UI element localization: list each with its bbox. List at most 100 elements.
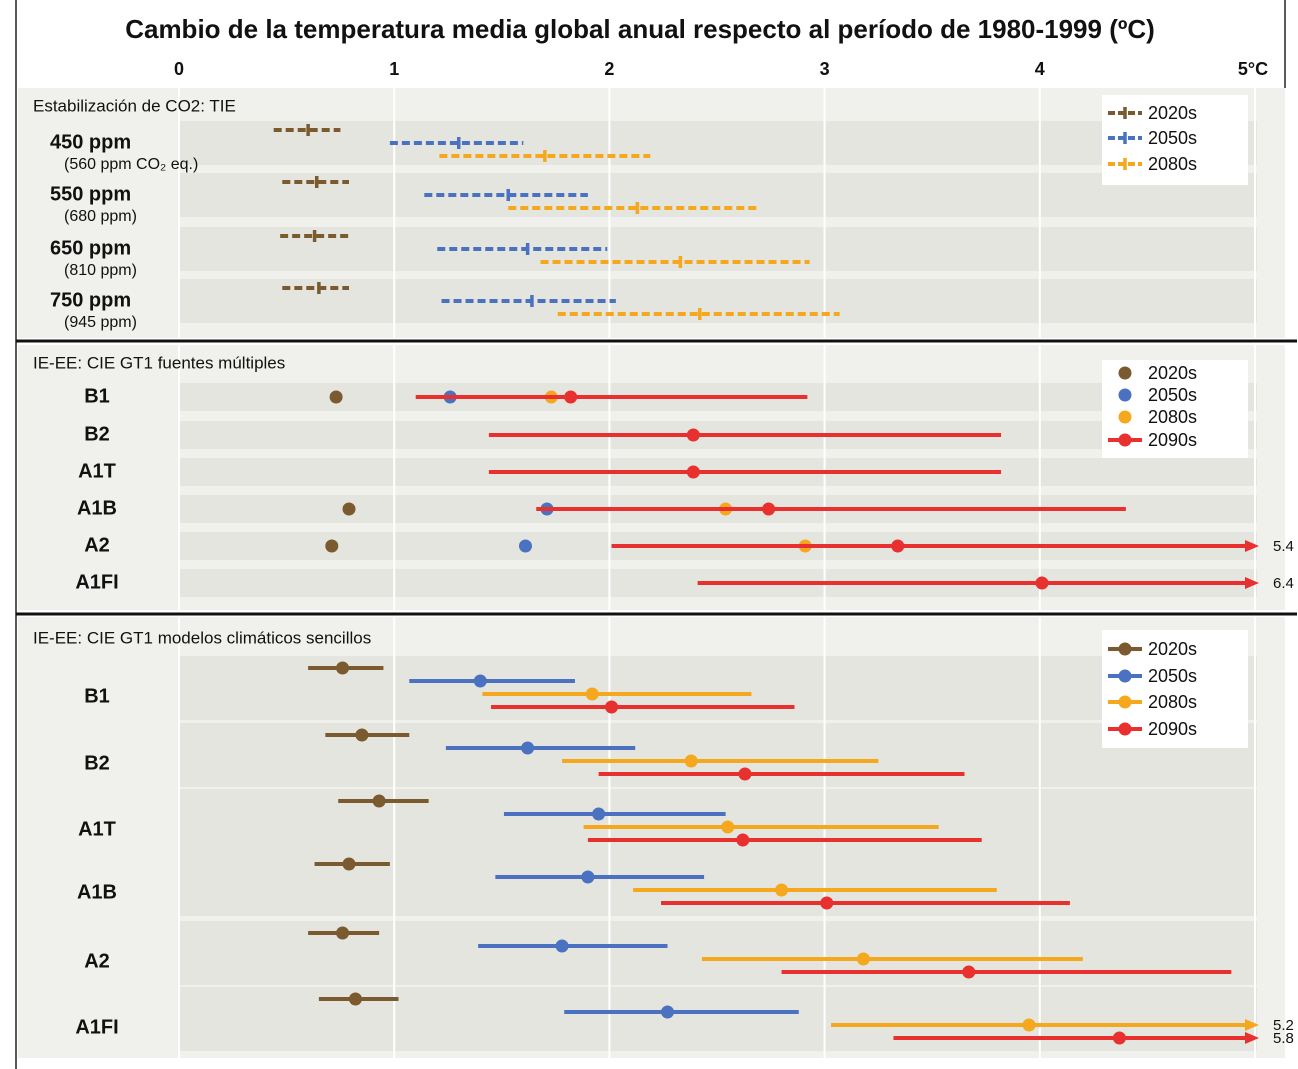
- overflow-label: 5.8: [1273, 1030, 1294, 1047]
- point: [891, 539, 905, 553]
- legend-label: 2020s: [1148, 103, 1197, 123]
- legend-dot: [1118, 669, 1132, 683]
- legend-label: 2080s: [1148, 154, 1197, 174]
- row-label: 650 ppm: [50, 237, 131, 259]
- point: [336, 926, 350, 940]
- row-label: A1FI: [75, 571, 118, 593]
- point: [473, 674, 487, 688]
- overflow-label: 5.4: [1273, 538, 1294, 555]
- row-band: [179, 852, 1257, 916]
- point: [348, 992, 362, 1006]
- row-band: [179, 227, 1257, 271]
- point: [686, 465, 700, 479]
- x-tick-label: 3: [820, 59, 830, 79]
- point: [372, 794, 386, 808]
- legend-label: 2020s: [1148, 639, 1197, 659]
- legend-label: 2090s: [1148, 430, 1197, 450]
- legend-label: 2050s: [1148, 666, 1197, 686]
- point: [962, 965, 976, 979]
- point: [581, 870, 595, 884]
- row-label: 750 ppm: [50, 289, 131, 311]
- legend-label: 2050s: [1148, 128, 1197, 148]
- arrow-head: [1245, 577, 1259, 589]
- overflow-label: 5.2: [1273, 1017, 1294, 1034]
- x-tick-label: 4: [1035, 59, 1045, 79]
- chart-title: Cambio de la temperatura media global an…: [125, 14, 1155, 44]
- point: [721, 820, 735, 834]
- point: [856, 952, 870, 966]
- row-label: B1: [84, 685, 110, 707]
- row-label: B2: [84, 752, 110, 774]
- point: [1112, 1031, 1126, 1045]
- point: [1022, 1018, 1036, 1032]
- point: [738, 767, 752, 781]
- row-band: [179, 121, 1257, 165]
- x-tick-label: 2: [604, 59, 614, 79]
- point: [820, 896, 834, 910]
- row-label: A1B: [77, 497, 117, 519]
- row-sublabel: (810 ppm): [64, 262, 137, 279]
- x-tick-label: 1: [389, 59, 399, 79]
- point: [329, 390, 343, 404]
- point: [355, 728, 369, 742]
- point: [684, 754, 698, 768]
- row-sublabel: (680 ppm): [64, 208, 137, 225]
- overflow-label: 6.4: [1273, 575, 1294, 592]
- row-band: [179, 987, 1257, 1051]
- row-label: A2: [84, 534, 110, 556]
- arrow-head: [1245, 1032, 1259, 1044]
- legend-dot: [1118, 695, 1132, 709]
- point: [555, 939, 569, 953]
- panel-title: IE-EE: CIE GT1 modelos climáticos sencil…: [33, 628, 371, 647]
- panel-title: Estabilización de CO2: TIE: [33, 96, 236, 115]
- legend-label: 2080s: [1148, 692, 1197, 712]
- point: [1035, 576, 1049, 590]
- legend-label: 2050s: [1148, 385, 1197, 405]
- point: [585, 687, 599, 701]
- row-sublabel: (560 ppm CO₂ eq.): [64, 156, 198, 173]
- point: [605, 700, 619, 714]
- point: [342, 857, 356, 871]
- arrow-head: [1245, 1019, 1259, 1031]
- row-label: A1T: [78, 460, 116, 482]
- row-label: B1: [84, 385, 110, 407]
- row-band: [179, 789, 1257, 853]
- legend-dot: [1118, 366, 1132, 380]
- row-label: A2: [84, 950, 110, 972]
- row-sublabel: (945 ppm): [64, 314, 137, 331]
- legend-dot: [1118, 642, 1132, 656]
- panel-title: IE-EE: CIE GT1 fuentes múltiples: [33, 353, 285, 372]
- point: [564, 390, 578, 404]
- row-label: B2: [84, 423, 110, 445]
- point: [661, 1005, 675, 1019]
- x-tick-label: 0: [174, 59, 184, 79]
- point: [521, 741, 535, 755]
- legend-dot: [1118, 433, 1132, 447]
- legend-label: 2080s: [1148, 407, 1197, 427]
- point: [592, 807, 606, 821]
- point: [336, 661, 350, 675]
- row-label: A1FI: [75, 1016, 118, 1038]
- point: [775, 883, 789, 897]
- point: [342, 502, 356, 516]
- point: [686, 428, 700, 442]
- row-label: A1B: [77, 881, 117, 903]
- legend-label: 2090s: [1148, 719, 1197, 739]
- row-band: [179, 173, 1257, 217]
- legend-dot: [1118, 388, 1132, 402]
- point: [325, 539, 339, 553]
- legend-dot: [1118, 410, 1132, 424]
- point: [762, 502, 776, 516]
- row-label: 550 ppm: [50, 183, 131, 205]
- row-band: [179, 723, 1257, 787]
- arrow-head: [1245, 540, 1259, 552]
- point: [736, 833, 750, 847]
- point: [518, 539, 532, 553]
- row-band: [179, 279, 1257, 323]
- legend-dot: [1118, 722, 1132, 736]
- x-tick-label: 5°C: [1238, 59, 1268, 79]
- row-label: 450 ppm: [50, 131, 131, 153]
- row-label: A1T: [78, 818, 116, 840]
- legend-label: 2020s: [1148, 363, 1197, 383]
